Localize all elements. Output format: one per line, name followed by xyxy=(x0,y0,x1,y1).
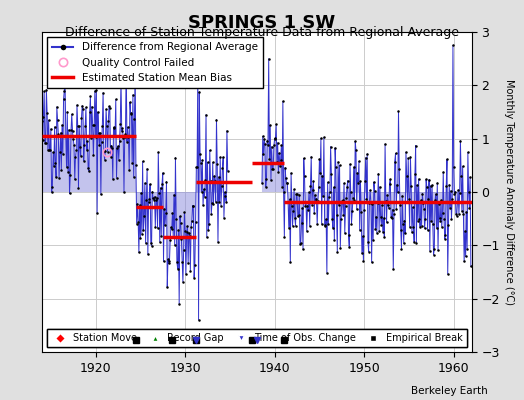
Text: Difference of Station Temperature Data from Regional Average: Difference of Station Temperature Data f… xyxy=(65,26,459,39)
Text: SPRINGS 1 SW: SPRINGS 1 SW xyxy=(188,14,336,32)
Text: Berkeley Earth: Berkeley Earth xyxy=(411,386,487,396)
Legend: Station Move, Record Gap, Time of Obs. Change, Empirical Break: Station Move, Record Gap, Time of Obs. C… xyxy=(47,329,466,347)
Y-axis label: Monthly Temperature Anomaly Difference (°C): Monthly Temperature Anomaly Difference (… xyxy=(504,79,514,305)
